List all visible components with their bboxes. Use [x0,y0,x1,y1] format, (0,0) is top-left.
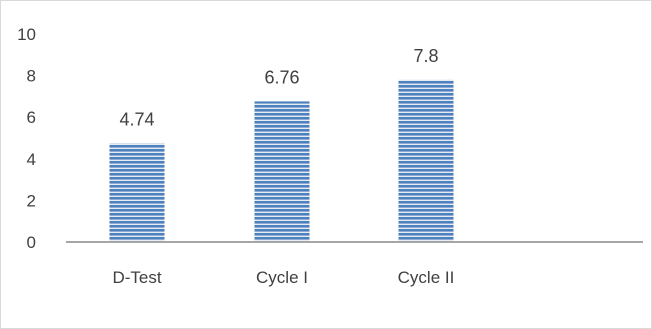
x-tick-label: Cycle I [256,268,308,287]
y-tick-label: 2 [27,191,36,210]
data-label: 4.74 [119,109,154,129]
x-tick-label: D-Test [112,268,161,287]
y-tick-label: 6 [27,108,36,127]
x-tick-label: Cycle II [398,268,455,287]
y-tick-label: 10 [17,25,36,44]
data-label: 7.8 [413,46,438,66]
y-tick-label: 8 [27,67,36,86]
bars: 4.74 6.76 7.8 [109,46,454,242]
bar-cycle-ii [398,79,454,242]
bar-d-test [109,143,165,242]
y-axis: 0 2 4 6 8 10 [17,25,36,252]
y-tick-label: 0 [27,233,36,252]
y-tick-label: 4 [27,150,36,169]
bar-cycle-i [254,101,310,242]
x-axis: D-Test Cycle I Cycle II [112,268,454,287]
data-label: 6.76 [264,67,299,87]
